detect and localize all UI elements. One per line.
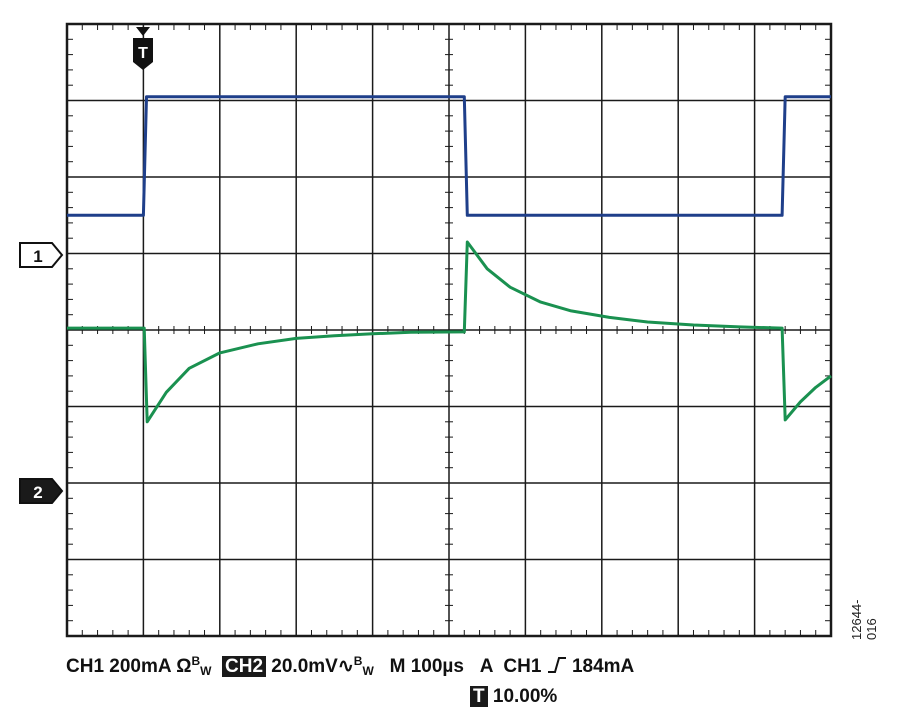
- ch1-scale: 200mA: [109, 656, 171, 677]
- ch2-marker-label: 2: [33, 483, 42, 502]
- graticule: [65, 22, 833, 638]
- ch1-marker-label: 1: [33, 247, 42, 266]
- trigger-position-badge: T: [470, 686, 488, 707]
- ch1-label: CH1: [66, 656, 105, 677]
- trigger-marker: T: [133, 27, 153, 70]
- trigger-mode: A: [479, 656, 493, 677]
- ch1-coupling: Ω: [176, 656, 192, 677]
- trigger-position: 10.00%: [492, 686, 558, 707]
- rising-edge-icon: [547, 657, 566, 673]
- timebase: M 100µs: [389, 656, 464, 677]
- ch2-coupling: ∿: [337, 656, 354, 677]
- ch1-bw-b: B: [191, 654, 201, 668]
- trigger-source: CH1: [503, 656, 542, 677]
- trigger-marker-label: T: [138, 45, 148, 62]
- figure-id: 12644-016: [849, 599, 879, 640]
- traces: [67, 95, 832, 424]
- ch1-bw-w: W: [200, 664, 212, 678]
- ch2-trace: [67, 240, 832, 424]
- readout-line-1: CH1 200mA ΩBW CH2 20.0mV∿BW M 100µs A CH…: [66, 654, 635, 678]
- ch1-trace: [67, 95, 831, 217]
- ch2-scale: 20.0mV: [271, 656, 338, 677]
- ch1-ground-marker: 1: [19, 242, 64, 268]
- trigger-level: 184mA: [571, 656, 635, 677]
- ch2-bw-w: W: [362, 664, 374, 678]
- ch2-label: CH2: [222, 656, 267, 677]
- ch2-ground-marker: 2: [19, 478, 64, 504]
- readout-line-2: T 10.00%: [470, 686, 557, 708]
- ch2-bw-b: B: [353, 654, 363, 668]
